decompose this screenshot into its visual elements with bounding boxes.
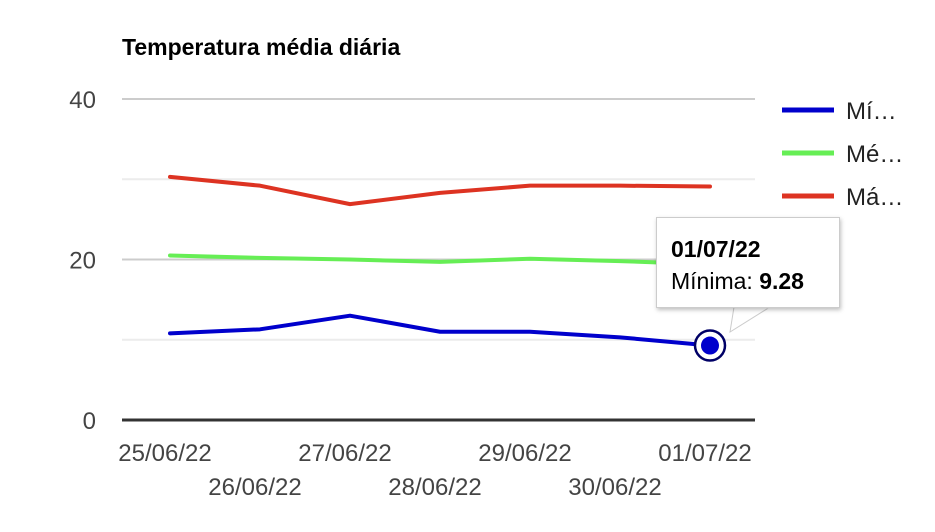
x-tick-label: 27/06/22 <box>298 440 391 467</box>
x-tick-label: 25/06/22 <box>118 440 211 467</box>
x-tick-label: 28/06/22 <box>388 474 481 501</box>
series-line <box>168 313 712 348</box>
tooltip-date: 01/07/22 <box>671 236 761 262</box>
y-tick-label: 0 <box>83 408 96 435</box>
legend-label: Má… <box>846 184 903 211</box>
tooltip-value: 9.28 <box>759 268 804 294</box>
y-tick-label: 20 <box>69 248 96 275</box>
x-axis-ticks: 25/06/22 26/06/22 27/06/22 28/06/22 29/06/22… <box>118 440 751 501</box>
legend-label: Mé… <box>846 141 903 168</box>
series-line <box>168 253 712 267</box>
legend-label: Mí… <box>846 98 897 125</box>
highlighted-point <box>693 305 772 362</box>
x-tick-label: 01/07/22 <box>658 440 751 467</box>
x-tick-label: 26/06/22 <box>208 474 301 501</box>
tooltip-label: Mínima: <box>671 268 753 294</box>
tooltip-pointer <box>729 306 772 334</box>
series-line <box>168 174 712 207</box>
tooltip: 01/07/22 Mínima: 9.28 <box>656 217 840 308</box>
data-point-highlighted <box>701 336 719 355</box>
tooltip-line: Mínima: 9.28 <box>671 264 825 298</box>
x-tick-label: 29/06/22 <box>478 440 571 467</box>
y-axis-ticks: 0 20 40 <box>69 87 96 435</box>
chart-title: Temperatura média diária <box>122 34 400 60</box>
y-tick-label: 40 <box>69 87 96 114</box>
legend: Mí… Mé… Má… <box>782 98 903 211</box>
series-lines <box>168 174 712 348</box>
x-tick-label: 30/06/22 <box>568 474 661 501</box>
